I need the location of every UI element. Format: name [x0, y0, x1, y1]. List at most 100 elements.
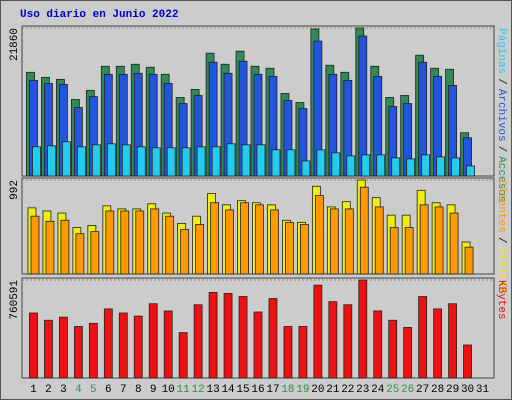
bar — [118, 312, 128, 379]
x-tick-label: 12 — [192, 384, 205, 396]
y-tick-label: 760591 — [9, 280, 21, 320]
bar — [343, 304, 353, 379]
x-tick-label: 25 — [386, 384, 399, 396]
bar — [180, 229, 190, 275]
bar — [135, 210, 145, 275]
legend-entry: Clientes — [495, 180, 507, 233]
bar — [165, 215, 175, 275]
x-tick-label: 9 — [150, 384, 157, 396]
x-tick-label: 11 — [177, 384, 191, 396]
bar — [106, 143, 116, 177]
bar — [346, 155, 356, 177]
bar — [62, 141, 71, 177]
bar — [148, 303, 158, 379]
x-tick-label: 31 — [476, 384, 490, 396]
legend-entry: Visitas — [495, 247, 507, 293]
bar — [314, 195, 324, 275]
legend-separator: / — [495, 78, 507, 85]
legend-separator: / — [495, 146, 507, 153]
y-tick-label: 992 — [9, 180, 21, 200]
bar — [361, 154, 371, 177]
bar — [208, 291, 218, 379]
bar — [45, 220, 55, 275]
x-tick-label: 10 — [162, 384, 175, 396]
bar — [32, 146, 41, 177]
bar — [225, 209, 234, 275]
bar — [451, 157, 460, 177]
bar — [268, 298, 278, 379]
bar — [433, 308, 443, 379]
bar — [181, 147, 191, 177]
bar — [329, 208, 339, 275]
x-tick-label: 5 — [90, 384, 97, 396]
bar — [241, 144, 251, 177]
bar — [331, 152, 341, 177]
bar — [328, 301, 338, 379]
legend-entry: KBytes — [495, 280, 507, 320]
bar — [448, 303, 457, 379]
legend-separator: / — [495, 237, 507, 244]
bar — [464, 246, 474, 275]
bar — [150, 208, 160, 275]
x-tick-label: 19 — [296, 384, 309, 396]
bar — [421, 154, 431, 177]
x-tick-label: 13 — [206, 384, 219, 396]
bar — [47, 145, 56, 177]
x-tick-label: 23 — [356, 384, 369, 396]
legend: Páginas / Archivos / Accesos — [495, 28, 507, 202]
x-tick-label: 24 — [371, 384, 385, 396]
bar — [166, 147, 176, 177]
bar — [223, 293, 233, 379]
chart-title: Uso diario en Junio 2022 — [20, 9, 178, 21]
x-tick-label: 16 — [251, 384, 264, 396]
legend-entry: Accesos — [495, 156, 507, 202]
bar — [373, 310, 383, 379]
bar — [359, 186, 369, 275]
bar — [29, 312, 38, 379]
bar — [344, 208, 354, 275]
bar — [376, 154, 386, 177]
x-tick-label: 29 — [446, 384, 459, 396]
bar — [391, 157, 401, 177]
bar — [211, 146, 221, 177]
bar — [90, 231, 100, 275]
legend-entry: Archivos — [495, 89, 507, 142]
bar — [105, 210, 115, 275]
bar — [120, 210, 130, 275]
bar — [73, 326, 83, 379]
bar — [286, 149, 296, 177]
bar — [75, 233, 85, 275]
bar — [419, 204, 429, 275]
bar — [388, 319, 398, 379]
bar — [270, 209, 279, 275]
x-tick-label: 26 — [401, 384, 414, 396]
bar — [136, 146, 146, 177]
x-tick-label: 4 — [75, 384, 82, 396]
bar — [210, 202, 219, 275]
bar — [91, 144, 101, 177]
x-tick-label: 8 — [135, 384, 142, 396]
bar — [389, 227, 399, 275]
x-tick-label: 14 — [221, 384, 235, 396]
bar — [76, 146, 86, 177]
bar — [374, 206, 384, 275]
bar — [403, 327, 413, 379]
bar — [103, 308, 113, 379]
bar — [30, 215, 40, 275]
x-tick-label: 22 — [341, 384, 354, 396]
bar — [285, 221, 294, 275]
x-tick-label: 27 — [416, 384, 429, 396]
x-tick-label: 7 — [120, 384, 127, 396]
bar — [418, 296, 428, 379]
bar — [463, 344, 472, 379]
bar — [133, 315, 143, 379]
y-tick-label: 21860 — [9, 28, 21, 61]
bar — [434, 206, 444, 275]
bar — [193, 304, 203, 379]
bar — [256, 144, 266, 177]
bar — [195, 224, 205, 275]
x-tick-label: 6 — [105, 384, 112, 396]
bar — [271, 149, 281, 177]
bar — [240, 202, 249, 275]
